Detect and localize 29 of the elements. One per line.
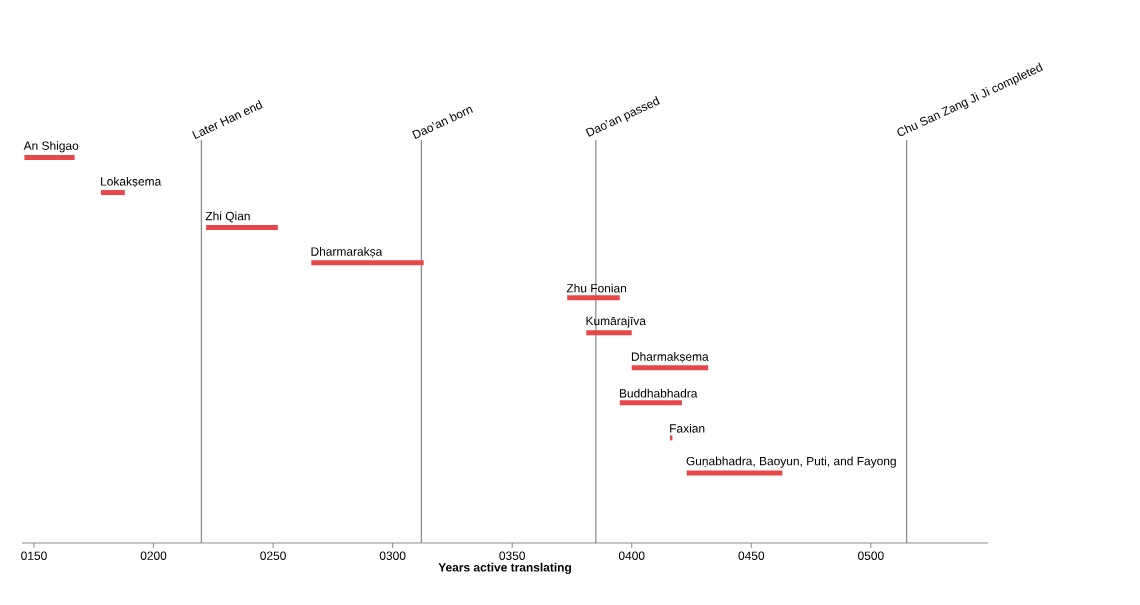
x-tick-label: 0400 [618, 551, 645, 560]
y-tick-label: Lokakṣema [101, 176, 162, 188]
ref-line-label: Later Han end [192, 99, 263, 140]
x-tick-label: 0150 [21, 551, 47, 560]
x-tick-label: 0350 [499, 551, 526, 560]
y-tick-label: Dharmakṣema [631, 352, 709, 363]
y-tick-label: Buddhabhadra [619, 388, 698, 398]
bar [619, 400, 682, 406]
x-tick-label: 0200 [140, 551, 167, 560]
x-tick-label: 0300 [379, 551, 406, 560]
bar [206, 225, 278, 231]
bar [311, 260, 424, 266]
x-axis-title: Years active translating [438, 562, 571, 575]
y-tick-label: Zhi Qian [205, 211, 250, 223]
x-tick-label: 0450 [738, 551, 765, 560]
bar [567, 295, 620, 301]
y-tick-label: Guṇabhadra, Baoyun, Puti, and Fayong [686, 456, 896, 468]
y-tick-label: Zhu Fonian [566, 283, 627, 293]
bar [631, 365, 709, 371]
y-tick-label: An Shigao [23, 141, 79, 153]
y-tick-label: Kumārajīva [586, 316, 646, 328]
y-tick-label: Dharmarakṣa [311, 246, 383, 258]
bar [686, 470, 783, 476]
bar [100, 190, 125, 196]
bar [24, 155, 75, 161]
y-tick-label: Faxian [670, 423, 705, 433]
x-tick-label: 0500 [858, 551, 884, 560]
bar [586, 330, 632, 336]
x-tick-label: 0250 [260, 551, 286, 560]
